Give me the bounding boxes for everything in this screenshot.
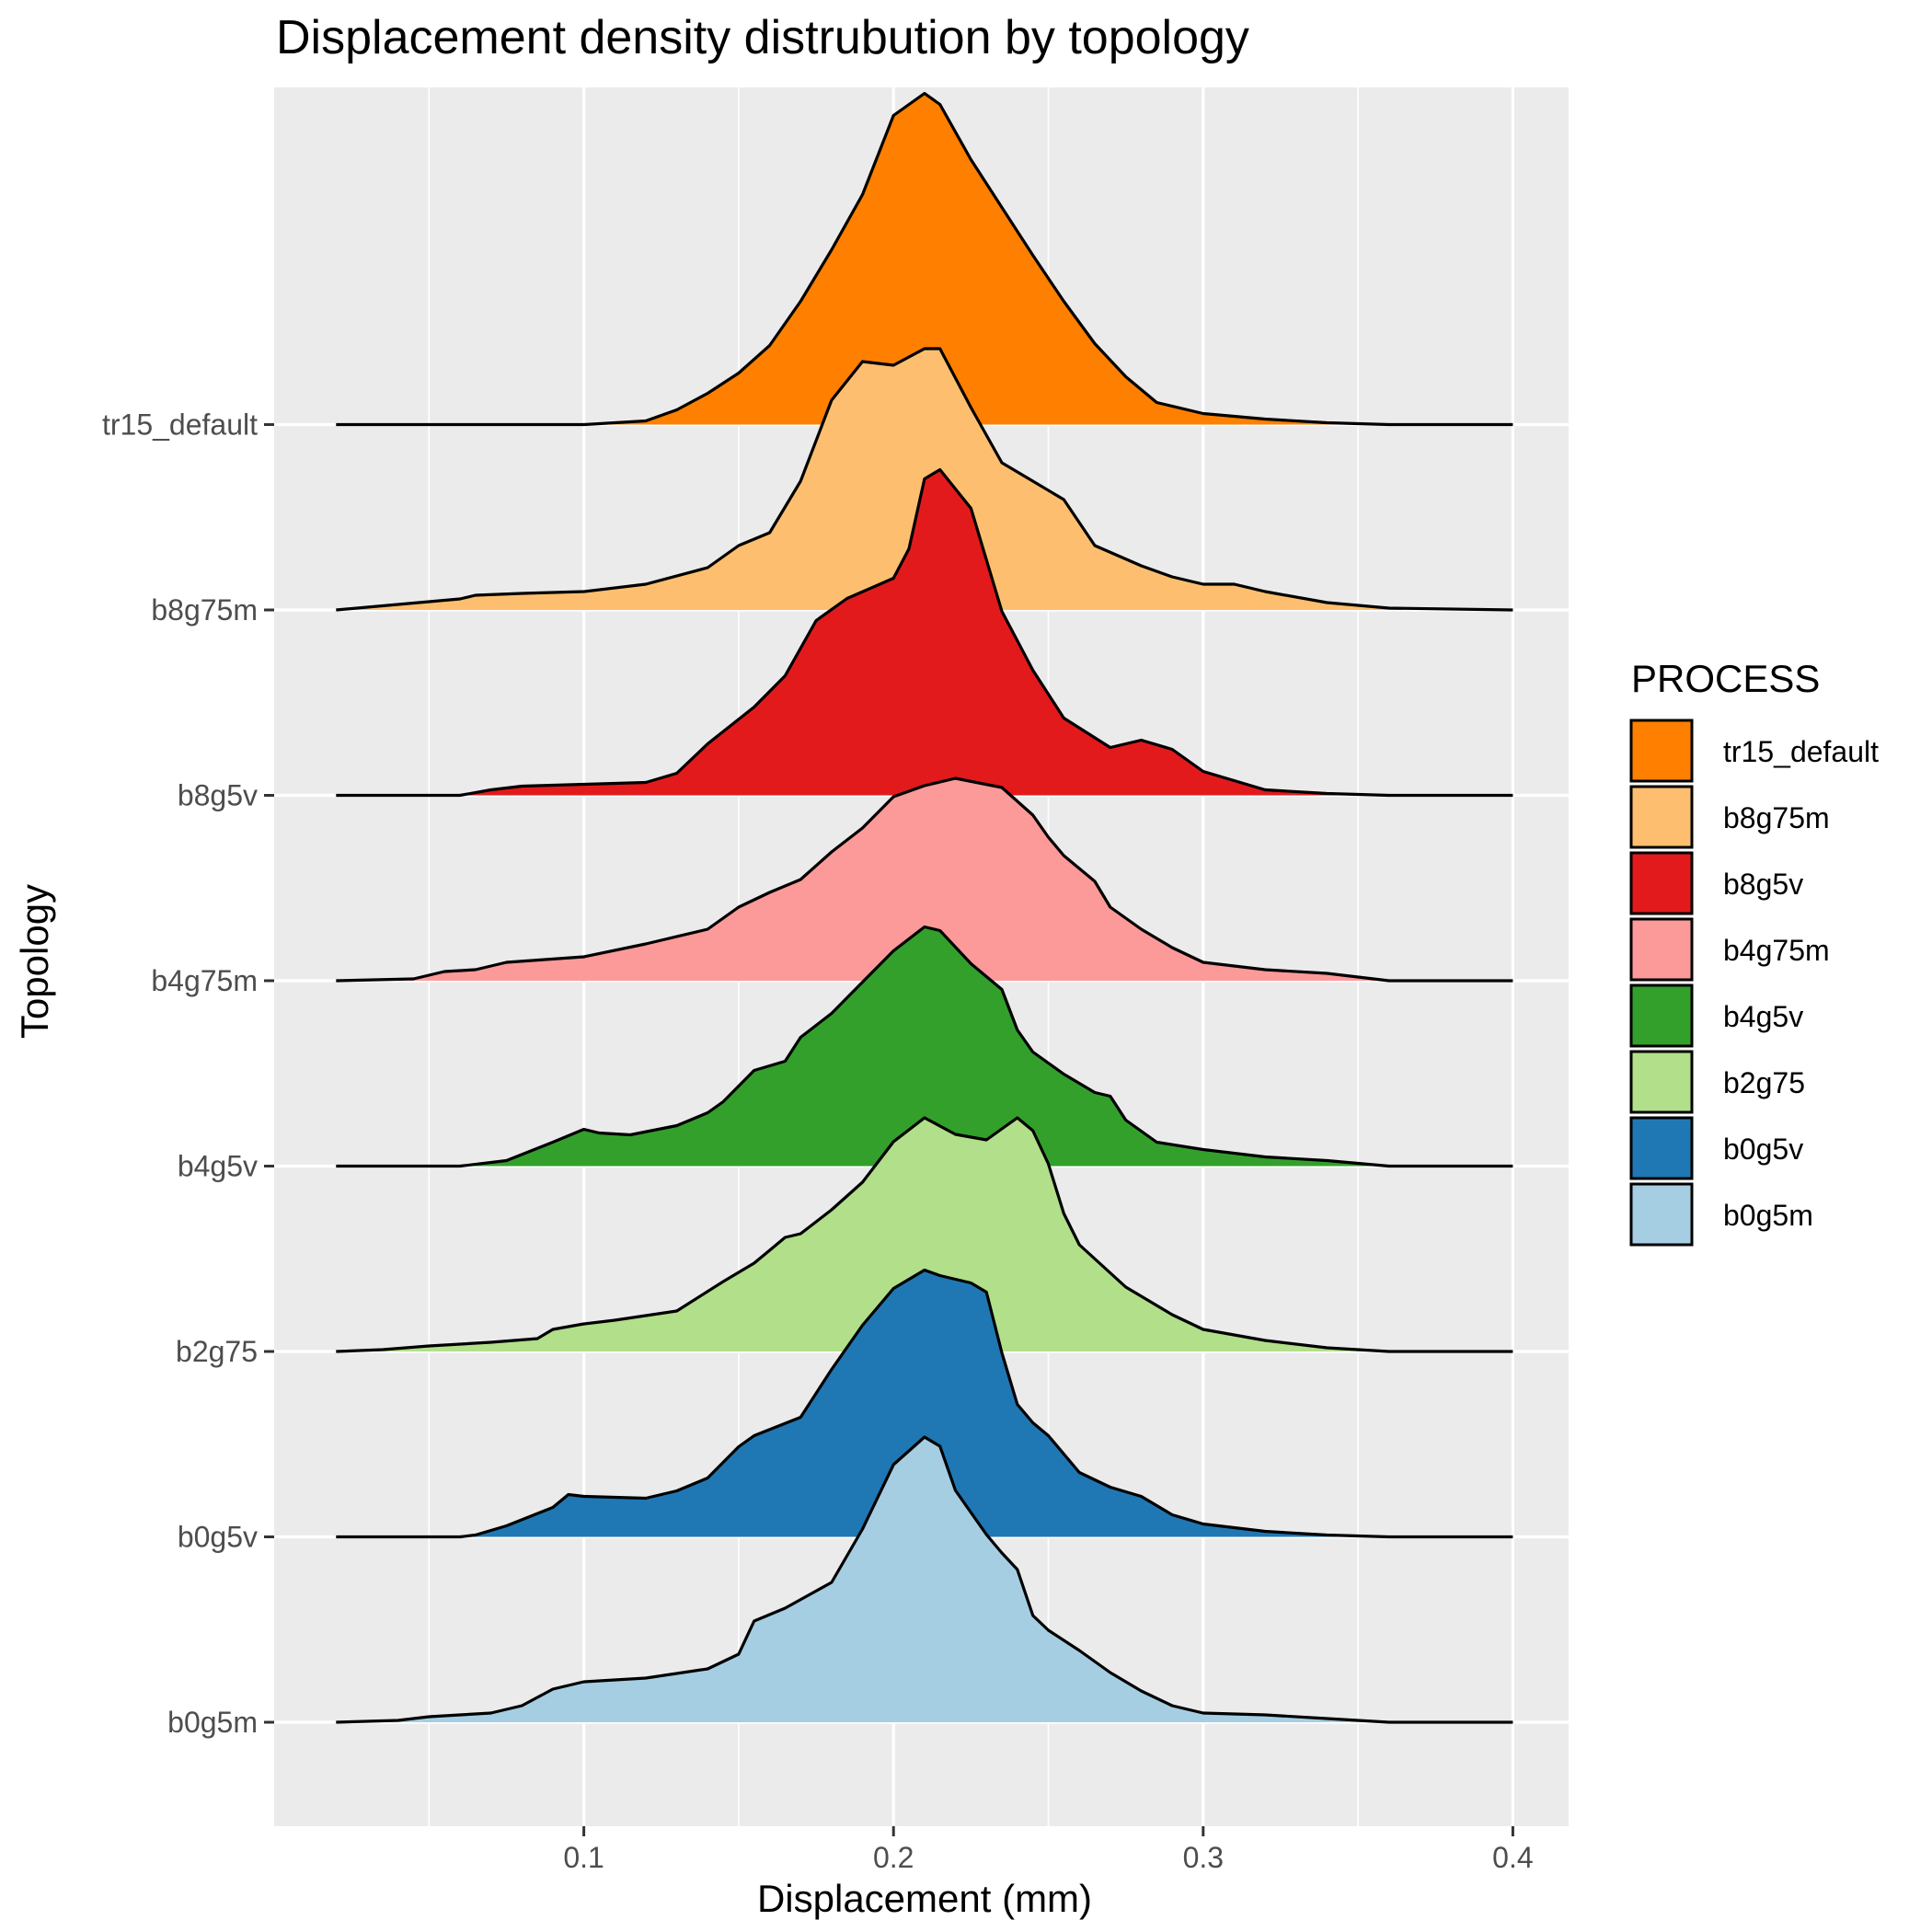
legend-swatch-b2g75 xyxy=(1629,1050,1694,1114)
legend-swatch-b0g5v xyxy=(1629,1116,1694,1180)
x-axis: 0.1 0.2 0.3 0.4 xyxy=(563,1826,1534,1874)
ridge-fill-b0g5m xyxy=(336,1437,1513,1722)
y-tick-label-b0g5v: b0g5v xyxy=(178,1521,258,1554)
y-tick-label-tr15_default: tr15_default xyxy=(102,408,258,442)
y-tick-label-b4g5v: b4g5v xyxy=(178,1150,258,1183)
chart-title: Displacement density distrubution by top… xyxy=(276,11,1249,64)
ridge-line-b2g75 xyxy=(336,1116,1513,1353)
x-tick-label-0.1: 0.1 xyxy=(563,1841,604,1874)
ridge-line-b4g75m xyxy=(336,776,1513,983)
legend: PROCESS tr15_default b8g75m b8g5v b4g75m b4g… xyxy=(1629,657,1879,1247)
legend-swatch-b4g75m xyxy=(1629,917,1694,982)
x-axis-title: Displacement (mm) xyxy=(757,1877,1092,1920)
legend-swatch-b8g5v xyxy=(1629,851,1694,915)
legend-label-b0g5m: b0g5m xyxy=(1723,1199,1813,1232)
x-tick-label-0.2: 0.2 xyxy=(873,1841,914,1874)
ridge-fill-b4g75m xyxy=(336,778,1513,981)
legend-swatch-tr15_default xyxy=(1629,719,1694,783)
legend-label-b4g75m: b4g75m xyxy=(1723,934,1830,967)
y-tick-label-b8g75m: b8g75m xyxy=(151,593,258,627)
legend-label-b4g5v: b4g5v xyxy=(1723,1000,1803,1033)
ridge-line-b8g75m xyxy=(336,347,1513,612)
ridges xyxy=(336,91,1513,1724)
ridge-fill-b4g5v xyxy=(336,926,1513,1167)
legend-title: PROCESS xyxy=(1631,657,1820,700)
y-tick-label-b2g75: b2g75 xyxy=(176,1335,258,1368)
ridge-line-b8g5v xyxy=(336,467,1513,798)
x-tick-label-0.3: 0.3 xyxy=(1183,1841,1224,1874)
ridge-line-tr15_default xyxy=(336,91,1513,427)
legend-swatch-b0g5m xyxy=(1629,1182,1694,1247)
ridge-fill-tr15_default xyxy=(336,93,1513,425)
y-axis: b0g5m b0g5v b2g75 b4g5v b4g75m b8g5v b8g75m tr1… xyxy=(102,408,274,1739)
legend-label-tr15_default: tr15_default xyxy=(1723,735,1879,768)
ridge-fill-b0g5v xyxy=(336,1270,1513,1537)
legend-label-b2g75: b2g75 xyxy=(1723,1066,1805,1099)
ridge-line-b4g5v xyxy=(336,925,1513,1168)
y-tick-label-b8g5v: b8g5v xyxy=(178,779,258,812)
y-axis-title: Topology xyxy=(13,884,56,1039)
ridge-fill-b2g75 xyxy=(336,1118,1513,1351)
y-tick-label-b4g75m: b4g75m xyxy=(151,964,258,997)
y-tick-label-b0g5m: b0g5m xyxy=(167,1706,258,1739)
x-tick-label-0.4: 0.4 xyxy=(1492,1841,1533,1874)
legend-label-b0g5v: b0g5v xyxy=(1723,1133,1803,1166)
ridge-fill-b8g5v xyxy=(336,469,1513,796)
legend-label-b8g5v: b8g5v xyxy=(1723,868,1803,901)
ridge-line-b0g5v xyxy=(336,1268,1513,1539)
ridge-line-b0g5m xyxy=(336,1435,1513,1724)
legend-swatch-b4g5v xyxy=(1629,983,1694,1048)
legend-swatch-b8g75m xyxy=(1629,785,1694,849)
legend-label-b8g75m: b8g75m xyxy=(1723,801,1830,834)
